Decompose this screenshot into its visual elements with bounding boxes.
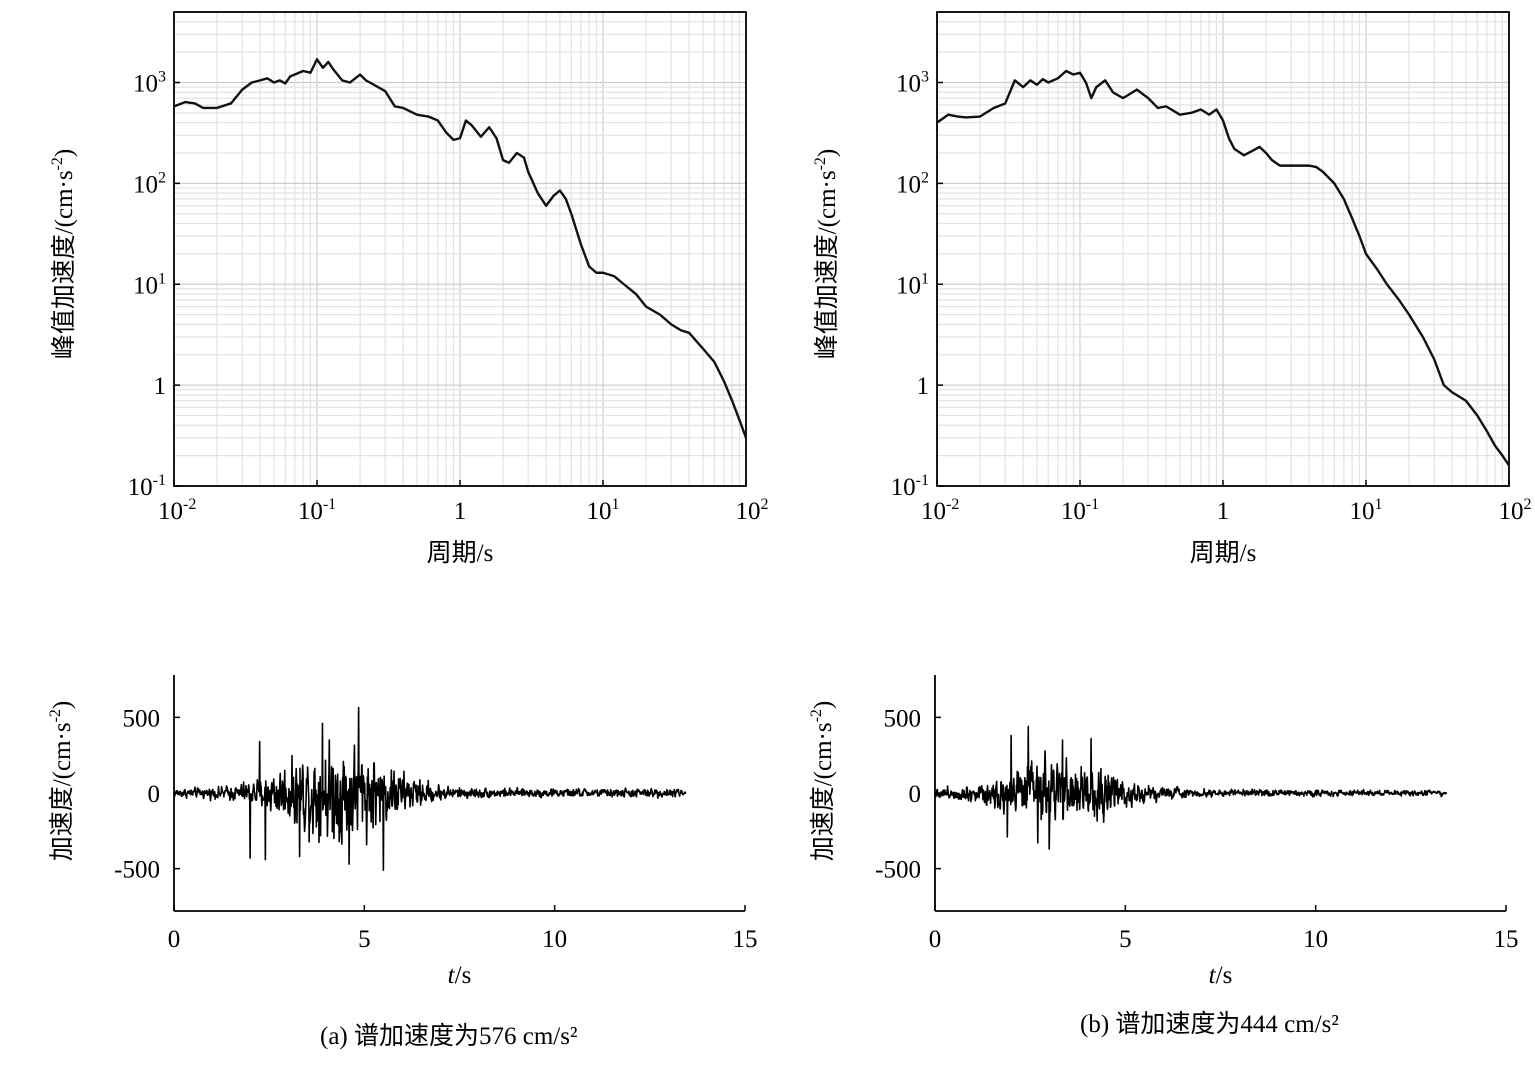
y-tick-label: 0 — [909, 781, 922, 808]
acceleration-series-line — [934, 725, 1448, 850]
x-tick-label: 10 — [1303, 926, 1328, 953]
y-tick-label: 102 — [896, 169, 929, 198]
x-tick-label: 5 — [358, 926, 371, 953]
x-tick-label: 10-2 — [921, 496, 959, 525]
y-tick-label: 102 — [133, 169, 166, 198]
x-tick-label: 0 — [168, 926, 181, 953]
caption-b: (b) 谱加速度为444 cm/s² — [1080, 1011, 1339, 1038]
x-tick-label: 10 — [542, 926, 567, 953]
y-axis-label: 峰值加速度/(cm·s-2) — [49, 149, 78, 360]
x-axis-label: 周期/s — [427, 540, 494, 567]
y-tick-label: 500 — [123, 705, 161, 732]
x-tick-label: 1 — [1217, 498, 1230, 525]
x-tick-label: 1 — [454, 498, 467, 525]
x-tick-label: 102 — [1499, 496, 1532, 525]
acceleration-series-line — [173, 706, 687, 871]
spectrum-series-line — [173, 58, 748, 439]
y-tick-label: 10-1 — [891, 472, 929, 501]
x-tick-label: 10-1 — [298, 496, 336, 525]
y-tick-label: -500 — [114, 857, 160, 884]
y-tick-label: 1 — [917, 373, 930, 400]
x-tick-label: 5 — [1119, 926, 1132, 953]
y-tick-label: 1 — [154, 373, 167, 400]
y-tick-label: 101 — [896, 270, 929, 299]
y-axis-label: 峰值加速度/(cm·s-2) — [812, 149, 841, 360]
x-axis-label: 周期/s — [1190, 540, 1257, 567]
x-tick-label: 10-1 — [1061, 496, 1099, 525]
x-tick-label: 15 — [733, 926, 758, 953]
x-tick-label: 10-2 — [158, 496, 196, 525]
spectrum-series-line — [936, 69, 1510, 467]
y-tick-label: 103 — [133, 69, 166, 98]
y-tick-label: 0 — [148, 781, 161, 808]
y-tick-label: 101 — [133, 270, 166, 299]
y-tick-label: 500 — [884, 705, 922, 732]
y-tick-label: 103 — [896, 69, 929, 98]
grid-1 — [936, 11, 1509, 487]
spectrum-chart-b: 10-2 10-1 1 101 10210-11101102103周期/s峰值加速度/(… — [812, 11, 1532, 567]
time-history-chart-b: 0 5 10 15 500 0 -500 t/s 加速度/(cm·s-2) — [808, 675, 1519, 989]
caption-a: (a) 谱加速度为576 cm/s² — [320, 1023, 578, 1050]
x-axis-label: t/s — [1209, 962, 1233, 989]
x-tick-label: 101 — [587, 496, 620, 525]
y-axis-label: 加速度/(cm·s-2) — [47, 701, 76, 862]
x-tick-label: 101 — [1350, 496, 1383, 525]
x-tick-label: 15 — [1494, 926, 1519, 953]
x-tick-label: 102 — [736, 496, 769, 525]
x-tick-label: 0 — [929, 926, 942, 953]
y-tick-label: 10-1 — [128, 472, 166, 501]
time-history-chart-a: 0 5 10 15 500 0 -500 t/s 加速度/(cm·s-2) — [47, 675, 758, 989]
spectrum-chart-a: 10-2 10-1 1 101 10210-11101102103周期/s峰值加速度/(… — [49, 11, 769, 567]
y-tick-label: -500 — [875, 857, 921, 884]
y-axis-label: 加速度/(cm·s-2) — [808, 701, 837, 862]
grid-0 — [173, 11, 746, 487]
x-axis-label: t/s — [448, 962, 472, 989]
